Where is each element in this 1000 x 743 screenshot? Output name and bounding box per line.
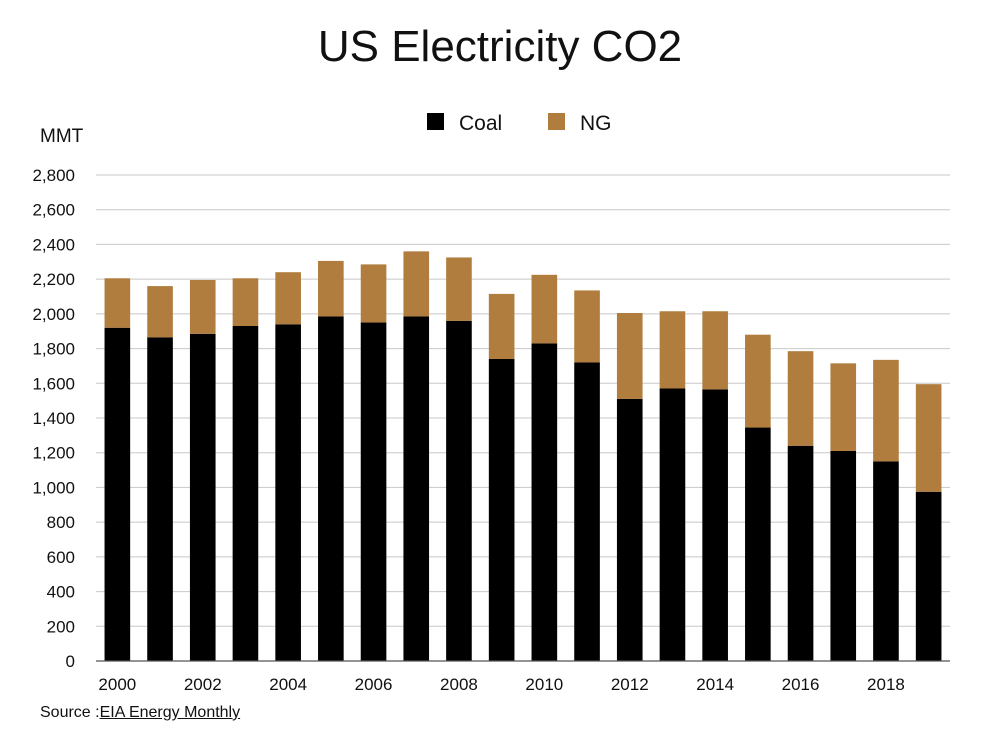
y-tick-label: 1,400 — [32, 409, 75, 428]
bar-ng-2003 — [232, 278, 259, 327]
bar-coal-2017 — [830, 450, 857, 661]
bars — [104, 251, 942, 661]
bar-coal-2016 — [787, 445, 814, 661]
bar-coal-2014 — [702, 389, 728, 661]
source-link[interactable]: EIA Energy Monthly — [99, 704, 241, 721]
x-tick-label: 2004 — [269, 675, 307, 694]
y-tick-label: 600 — [47, 548, 75, 567]
y-tick-label: 0 — [66, 652, 75, 671]
x-tick-label: 2016 — [782, 675, 820, 694]
bar-coal-2003 — [232, 326, 259, 661]
y-tick-label: 2,200 — [32, 270, 75, 289]
bar-ng-2013 — [659, 311, 686, 389]
bar-ng-2017 — [830, 363, 857, 451]
stacked-bar-chart: Coal NG MMT 0 200 400 600 800 1,000 1,200 1,400 1… — [32, 112, 950, 694]
y-tick-label: 400 — [47, 583, 75, 602]
bar-ng-2005 — [318, 260, 344, 317]
bar-coal-2002 — [189, 333, 216, 661]
bar-coal-2012 — [616, 398, 643, 661]
bar-ng-2001 — [147, 286, 173, 338]
x-tick-label: 2012 — [611, 675, 649, 694]
bar-ng-2014 — [702, 311, 728, 390]
bar-ng-2010 — [531, 274, 558, 344]
bar-coal-2004 — [275, 324, 301, 661]
bar-coal-2018 — [873, 461, 899, 661]
source-prefix: Source : — [40, 704, 100, 721]
y-tick-label: 2,400 — [32, 235, 75, 254]
x-tick-label: 2018 — [867, 675, 905, 694]
bar-ng-2007 — [403, 251, 430, 317]
legend-label-coal: Coal — [459, 112, 502, 135]
bar-ng-2000 — [104, 278, 131, 328]
bar-coal-2011 — [574, 362, 600, 661]
bar-coal-2000 — [104, 327, 131, 661]
legend-swatch-ng — [548, 113, 565, 130]
bar-ng-2015 — [745, 334, 771, 428]
bar-coal-2010 — [531, 343, 558, 661]
y-tick-label: 800 — [47, 513, 75, 532]
bar-coal-2001 — [147, 337, 173, 661]
bar-ng-2004 — [275, 272, 301, 325]
y-tick-label: 1,000 — [32, 478, 75, 497]
legend: Coal NG — [427, 112, 612, 135]
bar-coal-2006 — [360, 322, 387, 661]
x-tick-label: 2008 — [440, 675, 478, 694]
bar-coal-2008 — [446, 320, 472, 661]
y-axis-unit-label: MMT — [40, 126, 84, 147]
legend-swatch-coal — [427, 113, 444, 130]
source-note: Source :EIA Energy Monthly — [40, 704, 240, 722]
y-tick-label: 2,600 — [32, 201, 75, 220]
y-tick-label: 1,200 — [32, 444, 75, 463]
bar-coal-2015 — [745, 427, 771, 661]
y-tick-label: 1,800 — [32, 340, 75, 359]
x-tick-label: 2000 — [98, 675, 136, 694]
bar-coal-2005 — [318, 316, 344, 661]
gridlines — [96, 174, 950, 627]
y-tick-label: 2,800 — [32, 166, 75, 185]
bar-ng-2012 — [616, 312, 643, 399]
bar-ng-2009 — [488, 293, 515, 359]
bar-ng-2011 — [574, 290, 600, 363]
bar-coal-2013 — [659, 388, 686, 661]
x-tick-label: 2014 — [696, 675, 734, 694]
legend-label-ng: NG — [580, 112, 612, 135]
chart-title: US Electricity CO2 — [317, 22, 683, 71]
y-axis-ticks: 0 200 400 600 800 1,000 1,200 1,400 1,600 1,800 2,… — [32, 166, 75, 671]
bar-coal-2007 — [403, 316, 430, 661]
y-tick-label: 200 — [47, 617, 75, 636]
bar-coal-2019 — [915, 491, 942, 661]
bar-ng-2018 — [873, 359, 899, 462]
bar-ng-2002 — [189, 280, 216, 334]
bar-ng-2006 — [360, 264, 387, 323]
y-tick-label: 1,600 — [32, 374, 75, 393]
bar-ng-2008 — [446, 257, 472, 321]
bar-ng-2019 — [915, 384, 942, 492]
y-tick-label: 2,000 — [32, 305, 75, 324]
x-axis-ticks: 2000 2002 2004 2006 2008 2010 2012 2014 2016 2018 — [98, 675, 904, 694]
bar-ng-2016 — [787, 351, 814, 446]
bar-coal-2009 — [488, 358, 515, 661]
x-tick-label: 2006 — [355, 675, 393, 694]
x-tick-label: 2010 — [525, 675, 563, 694]
x-tick-label: 2002 — [184, 675, 222, 694]
